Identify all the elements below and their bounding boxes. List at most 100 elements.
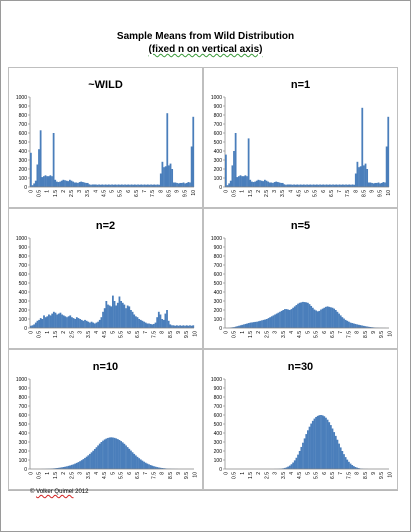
x-tick-label: 3.5 <box>86 472 92 479</box>
histogram-bar <box>323 416 326 469</box>
histogram-bar <box>262 319 265 328</box>
histogram-bar <box>33 324 36 328</box>
histogram-bar <box>59 181 62 187</box>
histogram-bar <box>338 313 340 328</box>
histogram-bar <box>61 467 63 469</box>
histogram-bar <box>236 326 239 328</box>
histogram-bar <box>305 434 308 469</box>
histogram-bar <box>384 182 386 187</box>
histogram-bar <box>321 308 324 328</box>
histogram-bar <box>284 309 286 328</box>
histogram-bar <box>146 323 149 328</box>
histogram-bar <box>280 310 283 328</box>
histogram-bar <box>233 151 235 187</box>
histogram-bar <box>77 462 80 469</box>
histogram-bar <box>329 307 332 328</box>
histogram-bar <box>60 180 63 187</box>
histogram-bar <box>190 325 193 328</box>
histogram-bar <box>129 184 131 187</box>
histogram-bar <box>273 182 276 187</box>
y-tick-label: 100 <box>214 317 223 323</box>
y-tick-label: 600 <box>19 131 28 137</box>
histogram-bar <box>44 175 47 187</box>
histogram-bar <box>90 452 93 469</box>
histogram-bar <box>291 184 294 187</box>
histogram-bar <box>359 325 362 328</box>
histogram-bar <box>301 184 304 187</box>
histogram-bar <box>67 465 70 469</box>
histogram-bar <box>174 182 177 187</box>
x-tick-label: 2.5 <box>264 331 270 338</box>
histogram-bar <box>343 454 345 469</box>
histogram-bar <box>243 324 245 328</box>
histogram-bar <box>267 318 270 328</box>
histogram-bar <box>61 314 63 328</box>
y-tick-label: 500 <box>19 422 28 428</box>
x-tick-label: 4.5 <box>102 331 108 338</box>
histogram-bar <box>133 184 136 187</box>
x-tick-label: 5.5 <box>119 331 125 338</box>
histogram-bar <box>364 163 367 187</box>
histogram-bar <box>346 184 349 187</box>
x-tick-label: 8.5 <box>363 472 369 479</box>
x-tick-label: 1 <box>45 331 51 334</box>
histogram-bar <box>36 320 39 328</box>
y-tick-label: 300 <box>19 299 28 305</box>
histogram-bar <box>247 323 250 328</box>
y-tick-label: 400 <box>19 290 28 296</box>
histogram-bar <box>330 184 333 187</box>
histogram-bar <box>302 184 305 187</box>
y-tick-label: 0 <box>219 467 222 473</box>
y-tick-label: 0 <box>24 467 27 473</box>
histogram-bar <box>118 296 121 328</box>
histogram-bar <box>41 177 44 187</box>
histogram-bar <box>184 183 187 187</box>
histogram-bar <box>328 422 331 469</box>
histogram-bar <box>92 322 95 328</box>
histogram-bar <box>367 326 370 328</box>
histogram-bar <box>292 462 295 469</box>
x-tick-label: 9 <box>371 472 377 475</box>
x-tick-label: 6 <box>321 190 327 193</box>
y-tick-label: 0 <box>219 326 222 332</box>
histogram-bar <box>298 451 301 469</box>
histogram-bar <box>157 311 160 328</box>
histogram-bar <box>167 320 170 328</box>
histogram-bar <box>348 321 350 328</box>
x-tick-label: 1.5 <box>53 472 59 479</box>
x-tick-label: 5.5 <box>119 472 125 479</box>
histogram-bar <box>239 325 242 328</box>
histogram-bar <box>331 428 334 469</box>
histogram-bar <box>46 316 49 328</box>
histogram-bar <box>52 311 55 328</box>
histogram-bar <box>302 442 304 469</box>
histogram-bar <box>83 182 86 187</box>
histogram-bar <box>279 311 281 328</box>
histogram-bar <box>108 437 111 469</box>
histogram-bar <box>125 308 127 328</box>
histogram-bar <box>385 146 388 187</box>
histogram-bar <box>71 317 73 328</box>
histogram-bar <box>123 304 126 328</box>
histogram-bar <box>321 415 324 469</box>
y-tick-label: 400 <box>19 431 28 437</box>
histogram-bar <box>180 325 183 328</box>
x-tick-label: 7.5 <box>151 472 157 479</box>
histogram-bar <box>269 317 272 328</box>
x-tick-label: 9.5 <box>184 472 190 479</box>
histogram-bar <box>89 453 91 469</box>
x-tick-label: 7 <box>338 472 344 475</box>
histogram-bar <box>247 138 250 187</box>
y-tick-label: 300 <box>214 299 223 305</box>
histogram-bar <box>149 323 152 328</box>
y-tick-label: 400 <box>214 431 223 437</box>
histogram-bar <box>367 182 370 187</box>
y-tick-label: 500 <box>19 281 28 287</box>
histogram-bar <box>124 184 126 187</box>
y-tick-label: 100 <box>19 176 28 182</box>
histogram-bar <box>187 325 190 328</box>
histogram-bar <box>353 184 356 187</box>
histogram-bar <box>351 323 354 328</box>
histogram-bar <box>272 182 274 187</box>
